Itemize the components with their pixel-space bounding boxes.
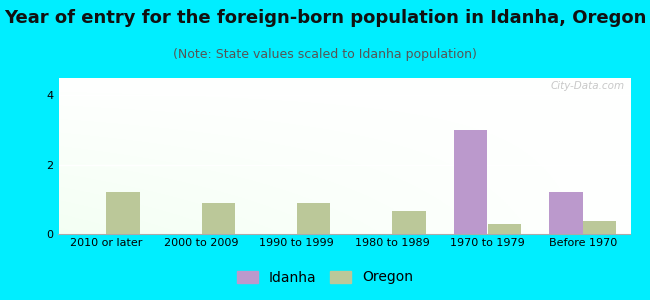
Text: City-Data.com: City-Data.com: [551, 81, 625, 91]
Bar: [488, 224, 521, 234]
Bar: [202, 203, 235, 234]
Bar: [454, 130, 488, 234]
Bar: [583, 221, 616, 234]
Text: (Note: State values scaled to Idanha population): (Note: State values scaled to Idanha pop…: [173, 48, 477, 61]
Text: Year of entry for the foreign-born population in Idanha, Oregon: Year of entry for the foreign-born popul…: [4, 9, 646, 27]
Legend: Idanha, Oregon: Idanha, Oregon: [231, 265, 419, 290]
Bar: [106, 192, 140, 234]
Bar: [549, 192, 583, 234]
Bar: [297, 203, 330, 234]
Bar: [392, 212, 426, 234]
